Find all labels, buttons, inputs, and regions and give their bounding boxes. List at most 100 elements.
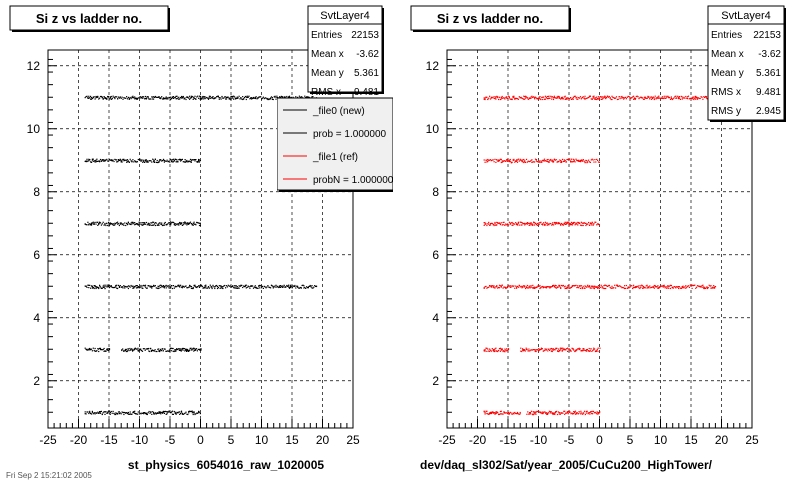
data-point [160, 98, 162, 100]
data-point [624, 285, 626, 287]
data-point [660, 97, 662, 99]
data-point [648, 96, 650, 98]
data-point [507, 160, 509, 162]
data-point [498, 287, 501, 289]
data-point [146, 287, 148, 289]
data-point [126, 286, 129, 288]
data-point [192, 413, 194, 416]
data-point [162, 410, 165, 412]
data-point [518, 160, 520, 162]
data-point [140, 97, 142, 99]
data-point [678, 98, 680, 100]
data-point [122, 412, 124, 414]
data-point [140, 349, 142, 351]
data-point [498, 159, 500, 161]
data-point [107, 224, 109, 227]
data-point [528, 350, 530, 352]
data-point [158, 286, 160, 288]
data-point [598, 412, 600, 415]
data-point [136, 97, 138, 100]
data-point [664, 97, 666, 99]
data-point [209, 97, 211, 99]
data-point [634, 97, 637, 100]
data-point [174, 350, 176, 352]
data-point [591, 158, 593, 160]
data-point [234, 98, 237, 100]
data-point [694, 97, 696, 99]
data-point [501, 97, 503, 99]
data-point [203, 96, 205, 98]
data-point [142, 97, 144, 99]
data-point [566, 348, 568, 350]
data-point [87, 349, 89, 351]
data-point [307, 287, 309, 289]
data-point [576, 159, 578, 161]
data-point [112, 223, 114, 225]
data-point [682, 286, 684, 288]
data-point [566, 411, 568, 413]
data-point [111, 98, 113, 100]
data-point [555, 347, 557, 349]
data-point [269, 98, 271, 100]
data-point [300, 96, 302, 98]
data-point [506, 224, 508, 226]
data-point [643, 96, 645, 98]
data-point [99, 97, 101, 99]
data-point [162, 350, 164, 352]
data-point [483, 350, 485, 352]
data-point [519, 221, 521, 223]
data-point [251, 97, 253, 99]
data-point [687, 96, 689, 98]
data-point [184, 285, 186, 287]
data-point [219, 97, 221, 99]
data-point [90, 287, 92, 289]
data-point [233, 95, 235, 97]
data-point [269, 286, 271, 289]
data-point [497, 160, 499, 162]
data-point [583, 349, 585, 351]
data-point [124, 97, 126, 99]
data-point [95, 287, 97, 290]
data-point [488, 413, 490, 415]
data-point [197, 412, 199, 414]
data-point [119, 158, 121, 160]
data-point [653, 284, 655, 287]
data-point [185, 349, 187, 351]
data-point [184, 161, 186, 163]
data-point [520, 347, 522, 349]
x-tick-label: 15 [684, 433, 698, 447]
data-point [557, 411, 559, 413]
data-point [251, 285, 253, 287]
data-point [126, 159, 128, 161]
data-point [311, 96, 313, 98]
data-point [588, 221, 590, 224]
data-point [158, 161, 160, 163]
data-point [601, 96, 603, 98]
data-point [117, 98, 119, 100]
data-point [535, 97, 537, 99]
data-point [170, 350, 172, 352]
data-point [626, 287, 628, 289]
data-point [117, 223, 120, 225]
data-point [555, 411, 557, 414]
data-point [156, 224, 158, 226]
data-point [180, 159, 183, 161]
y-tick-label: 4 [432, 311, 439, 325]
data-point [580, 160, 582, 162]
data-point [574, 161, 576, 163]
data-point [674, 286, 676, 288]
data-point [102, 159, 104, 161]
data-point [579, 222, 581, 224]
data-point [489, 285, 491, 287]
data-point [168, 350, 171, 352]
data-point [104, 159, 106, 161]
data-point [489, 224, 491, 226]
data-point [594, 286, 596, 288]
data-point [489, 159, 492, 161]
data-point [286, 284, 288, 287]
data-point [162, 97, 165, 99]
data-point [293, 285, 295, 288]
data-point [503, 97, 505, 99]
